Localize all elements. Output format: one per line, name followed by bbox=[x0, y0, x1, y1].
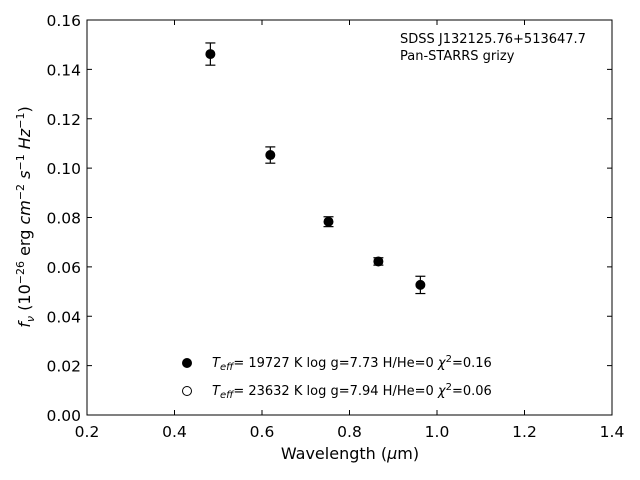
y-tick-label: 0.10 bbox=[46, 160, 81, 178]
data-point bbox=[265, 146, 276, 164]
data-marker bbox=[373, 256, 384, 267]
x-tick-label: 0.2 bbox=[75, 423, 100, 441]
data-points bbox=[205, 42, 426, 295]
x-tick-label: 1.0 bbox=[425, 423, 450, 441]
data-point bbox=[205, 42, 216, 66]
annotation-object-name: SDSS J132125.76+513647.7 bbox=[400, 32, 586, 47]
legend-marker-filled bbox=[182, 358, 192, 368]
y-tick-label: 0.06 bbox=[46, 259, 81, 277]
legend: Teff= 19727 K log g=7.73 H/He=0 χ2=0.16 … bbox=[182, 354, 492, 401]
data-point bbox=[323, 216, 334, 228]
y-tick-label: 0.00 bbox=[46, 407, 81, 425]
data-marker bbox=[265, 150, 276, 161]
x-tick-label: 0.6 bbox=[250, 423, 275, 441]
y-tick-label: 0.02 bbox=[46, 358, 81, 376]
y-tick-label: 0.12 bbox=[46, 111, 81, 129]
y-axis-label: fν (10−26 erg cm−2 s−1 Hz−1) bbox=[14, 106, 37, 327]
data-marker bbox=[323, 216, 334, 227]
y-tick-label: 0.16 bbox=[46, 12, 81, 30]
y-tick-label: 0.14 bbox=[46, 61, 81, 79]
x-tick-label: 0.8 bbox=[337, 423, 362, 441]
x-tick-label: 0.4 bbox=[162, 423, 187, 441]
y-tick-label: 0.04 bbox=[46, 308, 81, 326]
x-axis-label: Wavelength (μm) bbox=[281, 444, 419, 463]
data-point bbox=[373, 256, 384, 267]
axis-ticks: 0.2 0.4 0.6 0.8 1.0 1.2 1.4 0.00 0.02 0.04 0.06 0.0… bbox=[46, 12, 624, 441]
y-tick-label: 0.08 bbox=[46, 210, 81, 228]
x-tick-label: 1.2 bbox=[512, 423, 537, 441]
data-marker bbox=[415, 279, 426, 290]
legend-entry-2: Teff= 23632 K log g=7.94 H/He=0 χ2=0.06 bbox=[212, 382, 492, 401]
legend-marker-open bbox=[182, 386, 192, 396]
data-point bbox=[415, 275, 426, 295]
data-marker bbox=[205, 49, 216, 60]
x-tick-label: 1.4 bbox=[600, 423, 625, 441]
annotation-survey: Pan-STARRS grizy bbox=[400, 49, 515, 64]
legend-entry-1: Teff= 19727 K log g=7.73 H/He=0 χ2=0.16 bbox=[212, 354, 492, 373]
